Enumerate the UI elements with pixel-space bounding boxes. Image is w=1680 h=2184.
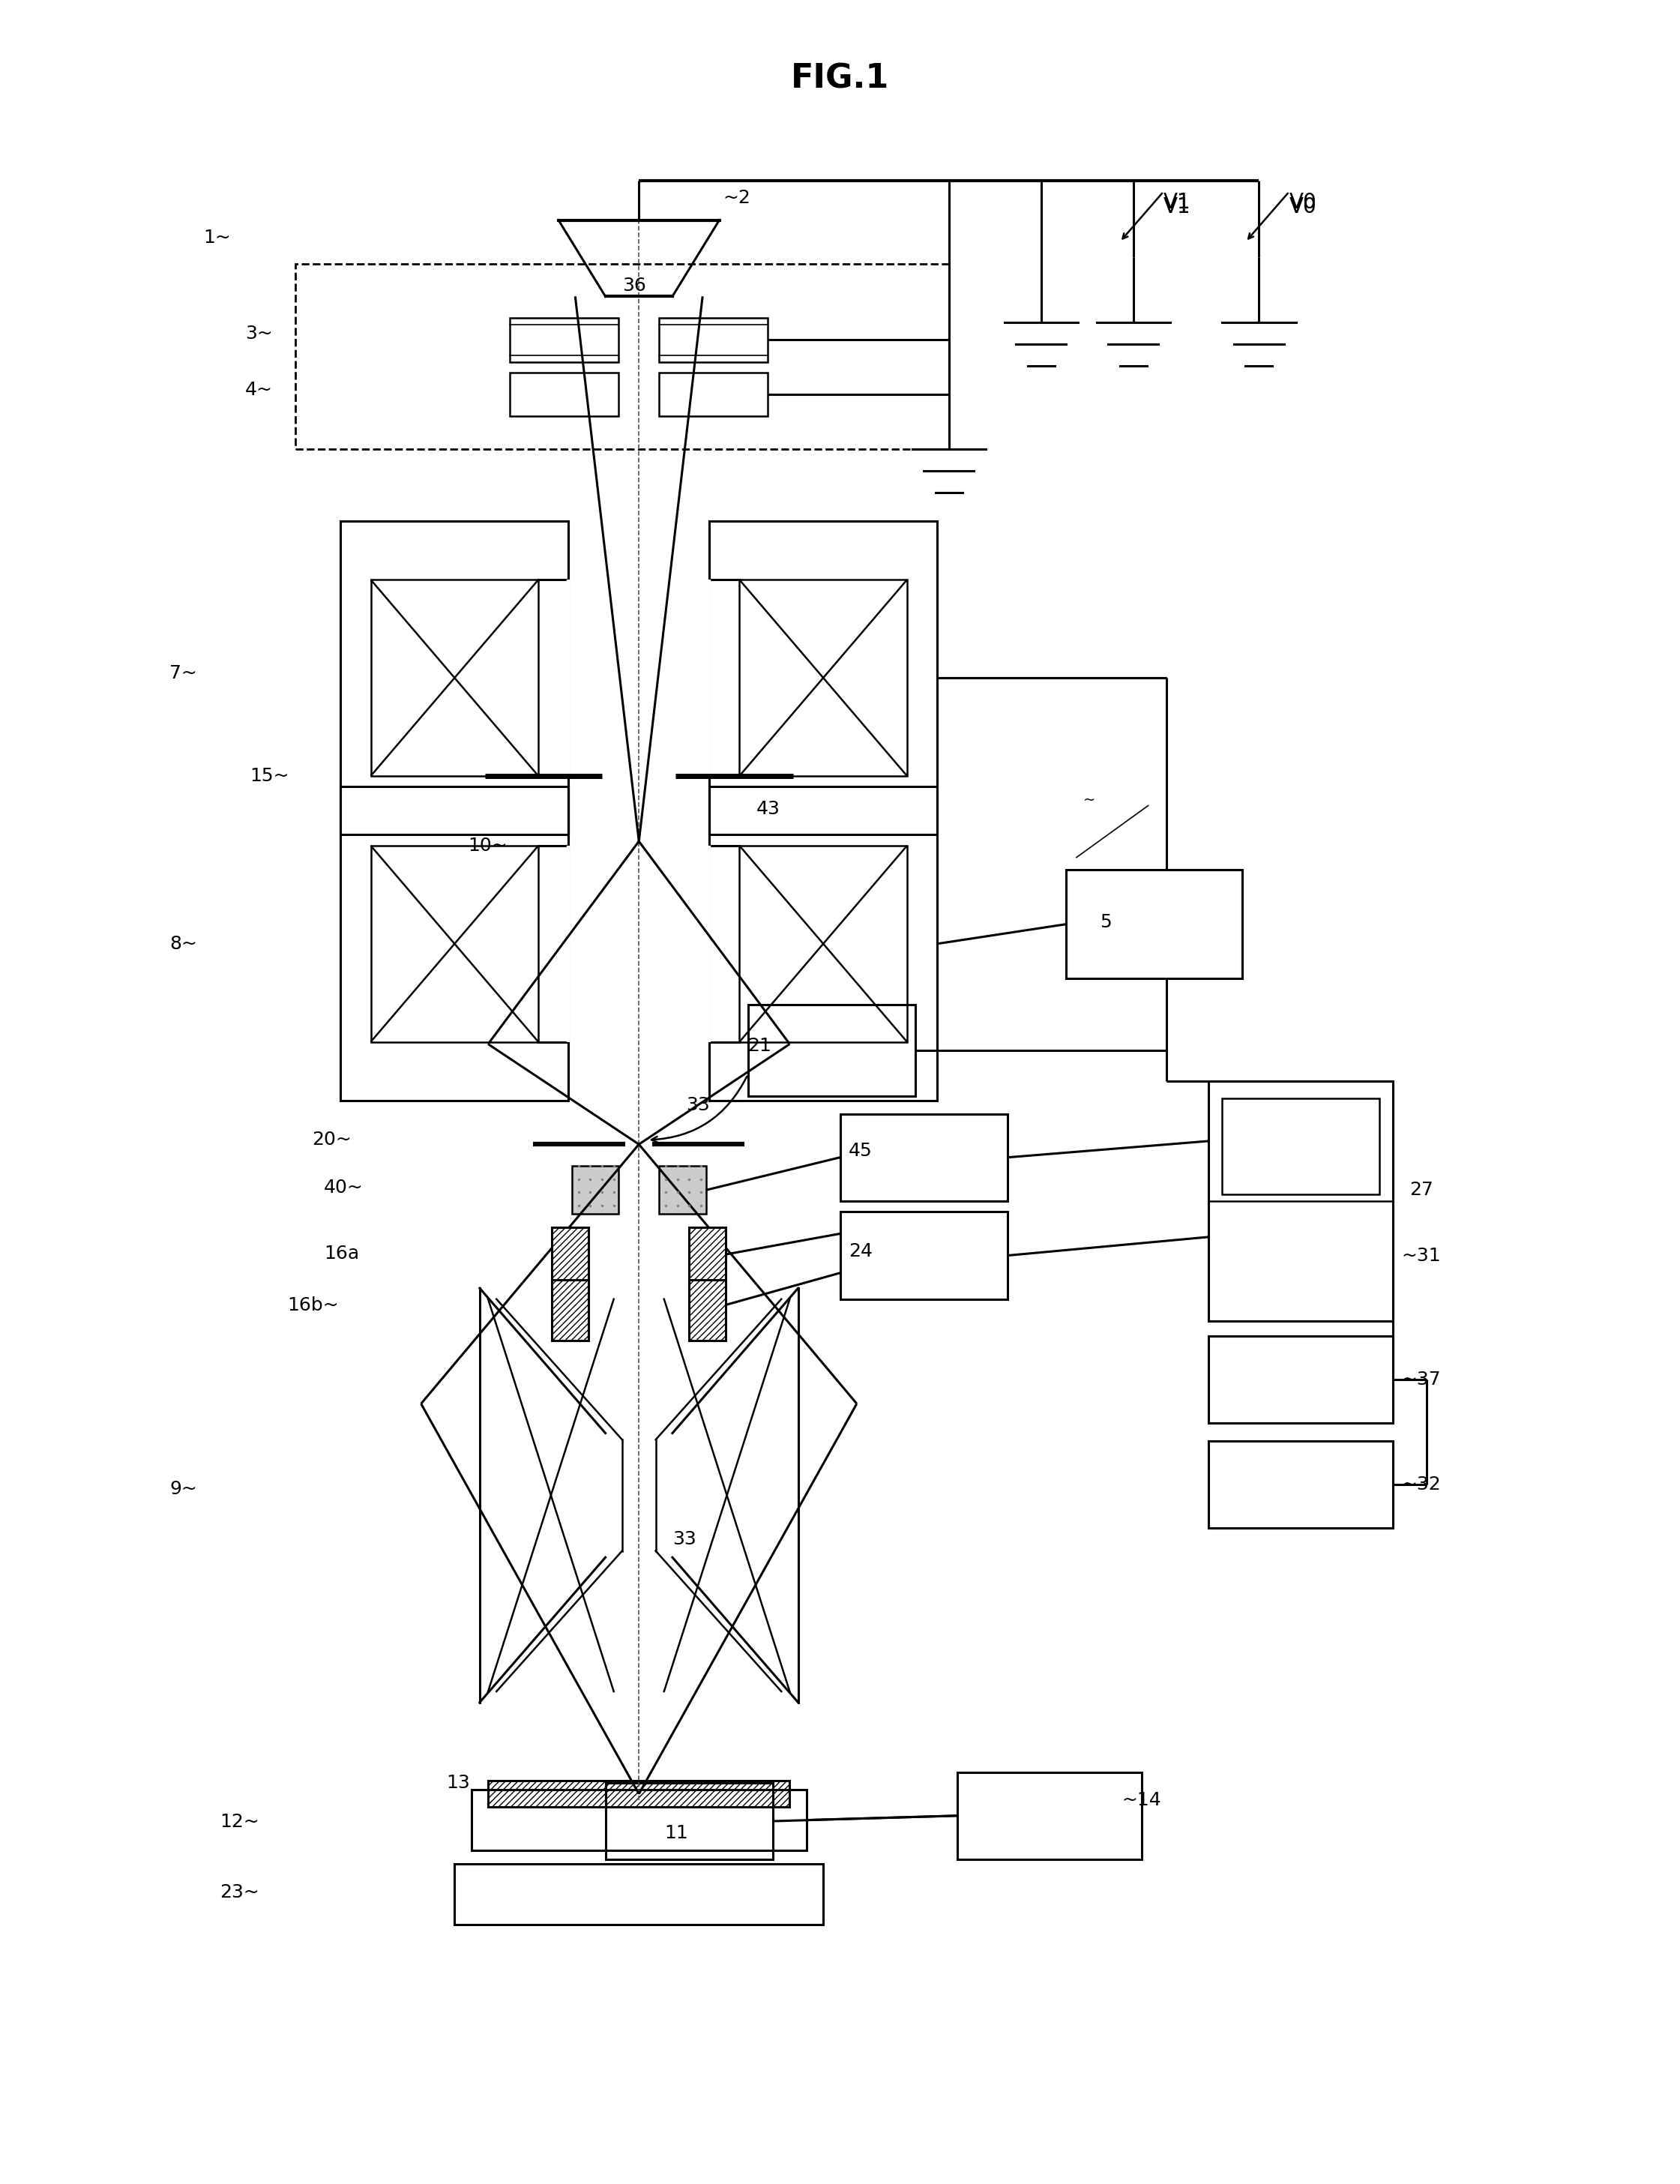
Text: 7~: 7~	[170, 664, 197, 681]
Bar	[472, 1789, 806, 1850]
Text: 20~: 20~	[312, 1131, 351, 1149]
Text: 24: 24	[848, 1243, 872, 1260]
Bar	[659, 319, 768, 363]
Text: 8~: 8~	[170, 935, 197, 952]
Text: FIG.1: FIG.1	[791, 63, 889, 94]
Bar	[739, 579, 907, 775]
Bar	[840, 1114, 1008, 1201]
Bar	[341, 786, 568, 1101]
Bar	[371, 579, 538, 775]
Bar	[659, 1166, 706, 1214]
Text: ~14: ~14	[1122, 1791, 1161, 1808]
Text: 1~: 1~	[203, 229, 230, 247]
Text: ~32: ~32	[1401, 1476, 1441, 1494]
Text: 10~: 10~	[469, 836, 507, 854]
Text: 36: 36	[622, 277, 647, 295]
Text: 4~: 4~	[245, 380, 272, 400]
Bar	[1208, 1081, 1393, 1321]
Bar	[1208, 1441, 1393, 1529]
Text: 21: 21	[748, 1037, 771, 1055]
Text: V0: V0	[1289, 197, 1317, 218]
Bar	[1221, 1099, 1379, 1195]
Text: 9~: 9~	[170, 1481, 197, 1498]
Text: 16a: 16a	[324, 1245, 360, 1262]
Text: V1: V1	[1164, 192, 1191, 214]
Bar	[1067, 869, 1242, 978]
Text: 23~: 23~	[220, 1883, 259, 1900]
Text: 33: 33	[672, 1529, 696, 1548]
Bar	[551, 1280, 588, 1341]
Text: 12~: 12~	[220, 1813, 259, 1830]
Bar	[371, 845, 538, 1042]
Bar	[509, 373, 618, 417]
Bar	[489, 1780, 790, 1806]
Bar	[689, 1280, 726, 1341]
Text: V1: V1	[1164, 197, 1191, 218]
Text: 40~: 40~	[324, 1179, 363, 1197]
Text: ~: ~	[1084, 793, 1095, 808]
Bar	[840, 1212, 1008, 1299]
Text: 5: 5	[1100, 913, 1112, 930]
Bar	[659, 373, 768, 417]
Text: 13: 13	[447, 1773, 470, 1793]
Text: 43: 43	[756, 799, 780, 817]
Bar	[551, 1227, 588, 1289]
Text: ~2: ~2	[722, 190, 751, 207]
Bar	[689, 1227, 726, 1289]
Bar	[341, 520, 568, 834]
Text: 45: 45	[848, 1142, 872, 1160]
Bar	[509, 319, 618, 363]
Text: ~31: ~31	[1401, 1247, 1441, 1265]
Bar	[296, 264, 949, 450]
Bar	[1208, 1337, 1393, 1424]
Bar	[605, 1782, 773, 1859]
Text: ~37: ~37	[1401, 1372, 1441, 1389]
Text: V0: V0	[1289, 192, 1317, 214]
Bar	[739, 845, 907, 1042]
Text: 11: 11	[664, 1824, 687, 1841]
Bar	[748, 1005, 916, 1096]
Bar	[571, 1166, 618, 1214]
Text: 33: 33	[685, 1096, 709, 1114]
Text: 15~: 15~	[250, 767, 289, 784]
Bar	[709, 786, 937, 1101]
Bar	[709, 520, 937, 834]
Bar	[958, 1771, 1142, 1859]
Bar	[455, 1863, 823, 1924]
Text: 27: 27	[1410, 1182, 1433, 1199]
Text: 3~: 3~	[245, 325, 272, 343]
Text: 16b~: 16b~	[287, 1297, 338, 1315]
